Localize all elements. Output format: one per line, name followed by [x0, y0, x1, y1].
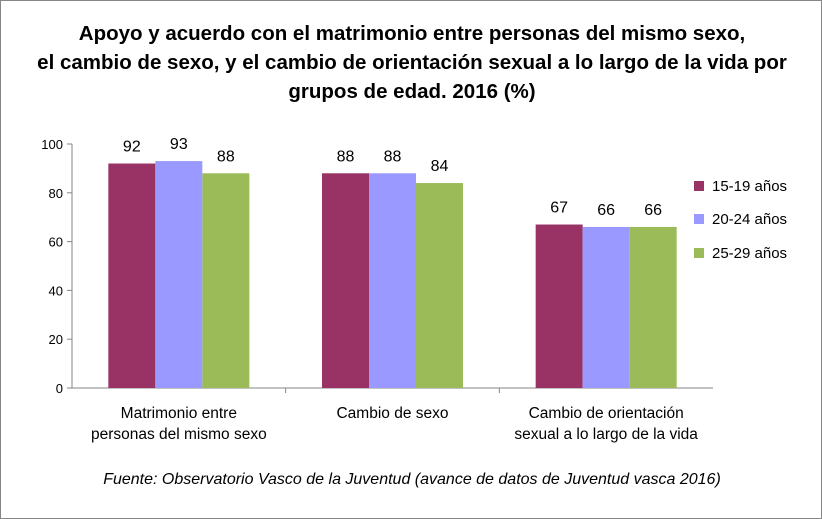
- data-label: 66: [597, 202, 615, 219]
- bar: [322, 173, 369, 388]
- legend-label: 25-29 años: [712, 245, 788, 262]
- legend-swatch: [694, 214, 704, 224]
- bar: [202, 173, 250, 388]
- legend-item: 20-24 años: [694, 211, 787, 228]
- title-line: grupos de edad. 2016 (%): [288, 80, 536, 103]
- data-label: 67: [550, 200, 568, 217]
- x-tick-label: Cambio de sexo: [336, 405, 448, 422]
- bar: [108, 163, 156, 388]
- y-tick-label: 0: [56, 381, 63, 396]
- y-tick-label: 60: [49, 235, 63, 250]
- data-label: 88: [217, 148, 235, 165]
- legend-swatch: [694, 248, 704, 258]
- y-tick-label: 40: [49, 283, 63, 298]
- y-tick-label: 20: [49, 332, 63, 347]
- bar: [369, 173, 416, 388]
- y-tick-label: 100: [41, 137, 63, 152]
- data-label: 84: [431, 158, 449, 175]
- data-label: 88: [337, 148, 355, 165]
- legend-label: 20-24 años: [712, 211, 788, 228]
- data-label: 66: [644, 202, 662, 219]
- legend-item: 25-29 años: [694, 245, 787, 262]
- legend-item: 15-19 años: [694, 178, 787, 195]
- legend-swatch: [694, 181, 704, 191]
- data-label: 92: [123, 139, 141, 156]
- bar: [535, 224, 583, 388]
- title-line: el cambio de sexo, y el cambio de orient…: [37, 51, 787, 74]
- x-tick-label: sexual a lo largo de la vida: [514, 426, 698, 443]
- data-label: 93: [170, 136, 188, 153]
- source-note: Fuente: Observatorio Vasco de la Juventu…: [103, 471, 721, 488]
- x-tick-label: personas del mismo sexo: [91, 426, 267, 443]
- x-tick-label: Cambio de orientación: [529, 405, 684, 422]
- data-label: 88: [384, 148, 402, 165]
- y-tick-label: 80: [49, 186, 63, 201]
- bar: [155, 161, 203, 388]
- chart-title: Apoyo y acuerdo con el matrimonio entre …: [1, 19, 821, 106]
- title-line: Apoyo y acuerdo con el matrimonio entre …: [78, 22, 746, 45]
- bar: [629, 226, 677, 388]
- bar: [416, 183, 463, 388]
- legend-label: 15-19 años: [712, 178, 788, 195]
- x-tick-label: Matrimonio entre: [121, 405, 237, 422]
- bar: [582, 226, 630, 388]
